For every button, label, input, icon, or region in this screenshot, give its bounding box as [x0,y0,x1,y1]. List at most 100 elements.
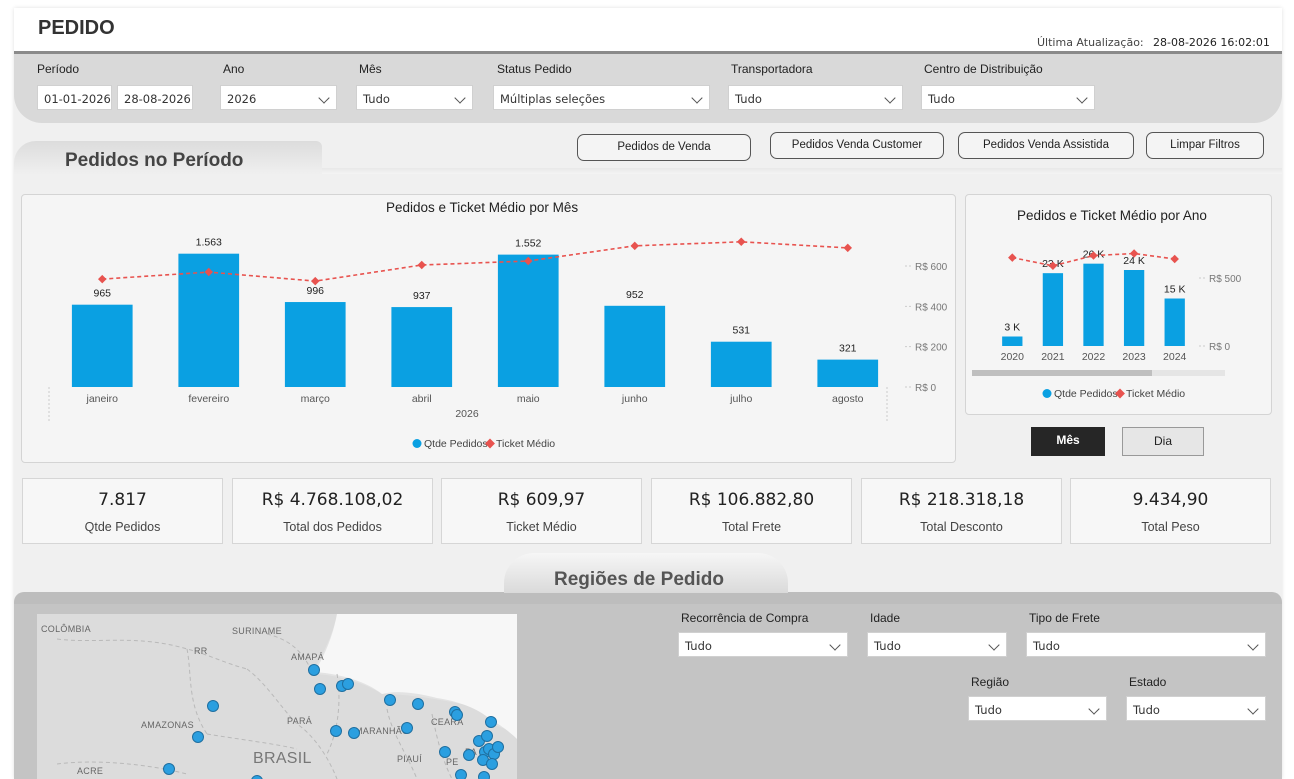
estado-value: Tudo [1133,703,1160,717]
legend-label-pedidos: Qtde Pedidos [1054,388,1118,400]
y2-tick-label: R$ 0 [1209,342,1231,353]
pedidos-venda-button[interactable]: Pedidos de Venda [577,134,751,161]
legend-marker-ticket [1115,388,1125,399]
legend-label-ticket: Ticket Médio [1126,388,1185,400]
status-value: Múltiplas seleções [500,92,606,106]
centro-label: Centro de Distribuição [924,62,1043,76]
y2-tick-label: R$ 200 [915,343,948,354]
idade-label: Idade [870,611,901,625]
ano-dropdown[interactable]: 2026 [220,85,337,110]
kpi-label: Qtde Pedidos [84,520,161,534]
ticket-medio-point [630,241,639,251]
status-dropdown[interactable]: Múltiplas seleções [493,85,710,110]
map-point [463,749,475,761]
map-label-brasil: BRASIL [253,750,312,767]
monthly-chart: R$ 600 R$ 400 R$ 200 R$ 0 965 janeiro 1.563 fev… [48,237,948,450]
bar-data-label: 15 K [1164,284,1186,296]
section-title-regioes: Regiões de Pedido [554,569,724,590]
map-label-piaui: PIAUÍ [397,754,423,764]
periodo-start-input[interactable]: 01-01-2026 [37,85,112,110]
map-point [348,727,360,739]
bar-data-label: 1.563 [196,237,222,249]
kpi-value: R$ 609,97 [497,490,586,510]
chevron-down-icon [1247,703,1259,715]
bar-2023 [1123,270,1145,346]
map-point [308,664,320,676]
x-tick-label: fevereiro [188,393,229,405]
kpi-label: Total Desconto [920,520,1003,534]
map-label-amapa: AMAPÁ [291,652,325,662]
map-point [451,709,463,721]
x-tick-label: 2021 [1041,351,1065,363]
yearly-chart-title: Pedidos e Ticket Médio por Ano [1017,208,1207,223]
header-bar [14,8,1282,54]
map-point [455,769,467,779]
mes-dropdown[interactable]: Tudo [356,85,473,110]
transportadora-dropdown[interactable]: Tudo [728,85,903,110]
ticket-medio-point [843,243,852,253]
kpi-value: R$ 106.882,80 [688,490,815,510]
limpar-filtros-button[interactable]: Limpar Filtros [1146,132,1264,159]
toggle-dia-button[interactable]: Dia [1122,427,1204,456]
map-point [192,731,204,743]
recorrencia-dropdown[interactable]: Tudo [678,632,848,657]
page-title: PEDIDO [38,17,115,39]
chevron-down-icon [318,92,330,104]
map-point [478,771,490,779]
map-label-colombia: COLÔMBIA [41,624,91,634]
kpi-card-total-peso: 9.434,90 Total Peso [1070,478,1271,544]
pedidos-venda-customer-button[interactable]: Pedidos Venda Customer [770,132,944,159]
section-tab [14,141,322,175]
brazil-map[interactable]: COLÔMBIA SURINAME RR AMAPÁ AMAZONAS PARÁ… [37,614,517,779]
x-tick-label: 2022 [1082,351,1106,363]
idade-dropdown[interactable]: Tudo [867,632,1007,657]
x-tick-label: março [301,393,330,405]
chevron-down-icon [1247,639,1259,651]
tipo-frete-value: Tudo [1033,639,1060,653]
map-label-ceara: CEARÁ [431,717,464,727]
bar-julho [710,341,772,387]
kpi-card-total-desconto: R$ 218.318,18 Total Desconto [861,478,1062,544]
section-band [14,168,1282,174]
bar-maio [497,254,559,387]
tipo-frete-dropdown[interactable]: Tudo [1026,632,1266,657]
map-label-suriname: SURINAME [232,626,282,636]
chevron-down-icon [829,639,841,651]
kpi-label: Total dos Pedidos [283,520,382,534]
chevron-down-icon [691,92,703,104]
bar-2021 [1042,273,1064,346]
status-label: Status Pedido [497,62,572,76]
bar-data-label: 937 [413,290,431,302]
map-point [330,725,342,737]
map-label-amazonas: AMAZONAS [141,720,194,730]
y2-tick-label: R$ 0 [915,383,937,394]
legend-marker-pedidos [1042,389,1052,398]
map-point [251,775,263,779]
pedidos-venda-assistida-button[interactable]: Pedidos Venda Assistida [958,132,1134,159]
kpi-value: 7.817 [98,490,147,510]
transportadora-value: Tudo [735,92,762,106]
estado-dropdown[interactable]: Tudo [1126,696,1266,721]
header-divider [14,51,1282,54]
map-point [439,746,451,758]
ticket-medio-point [417,260,426,270]
periodo-end-input[interactable]: 28-08-2026 [117,85,193,110]
section-title-pedidos: Pedidos no Período [65,150,244,171]
map-label-maranhao: MARANHÃO [355,726,410,736]
map-point [492,741,504,753]
centro-dropdown[interactable]: Tudo [921,85,1095,110]
transportadora-label: Transportadora [731,62,813,76]
map-point [401,722,413,734]
kpi-card-total-pedidos: R$ 4.768.108,02 Total dos Pedidos [232,478,433,544]
y2-tick-label: R$ 500 [1209,274,1242,285]
map-point [384,694,396,706]
bar-data-label: 996 [306,285,324,297]
ticket-medio-line [102,240,848,282]
regiao-dropdown[interactable]: Tudo [968,696,1107,721]
toggle-mes-button[interactable]: Mês [1031,427,1105,456]
y2-tick-label: R$ 400 [915,302,948,313]
yearly-chart-panel [965,194,1272,415]
ticket-medio-point [311,276,320,286]
scrollbar-thumb [972,370,1152,376]
